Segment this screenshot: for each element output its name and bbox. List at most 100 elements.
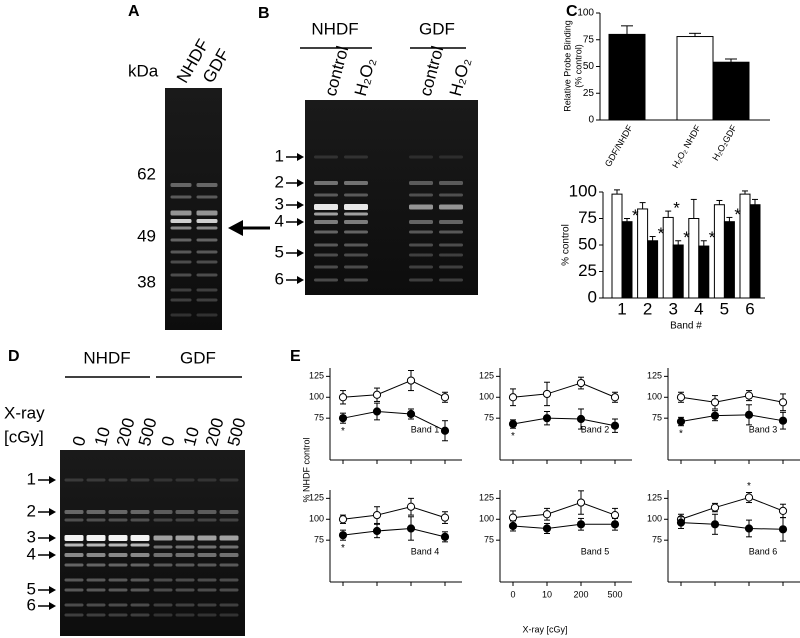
gel-band (314, 181, 338, 185)
gel-band (439, 278, 463, 282)
gel-band (196, 195, 218, 199)
bar (621, 221, 633, 299)
x-tick-label: 3 (668, 299, 677, 318)
gel-band (108, 588, 128, 592)
band-arrow-head (297, 201, 304, 209)
line (342, 379, 446, 398)
bar (637, 208, 649, 299)
significance-mark: * (709, 228, 716, 247)
bar (672, 244, 684, 299)
point (440, 393, 450, 402)
gel-band (344, 193, 368, 197)
band-label: 4 (27, 544, 36, 563)
gel-band (344, 243, 368, 247)
gel-band (86, 510, 106, 514)
gel-band (108, 553, 128, 557)
gel-band (314, 253, 338, 257)
marker-label: 49 (137, 226, 156, 245)
gel-band (197, 613, 217, 617)
y-tick-label: 50 (578, 234, 597, 253)
x-tick-label: 10 (542, 589, 552, 599)
point (508, 521, 518, 531)
gel-band (439, 265, 463, 269)
point (576, 378, 586, 388)
gel-band (175, 535, 195, 541)
lane-label: control (321, 44, 353, 98)
y-tick-label: 100 (569, 181, 597, 200)
gel-band (86, 535, 106, 541)
significance-mark: * (673, 199, 680, 218)
gel-band (219, 478, 239, 482)
gel-band (130, 543, 150, 547)
band-arrow-head (49, 508, 56, 516)
gel-band (175, 563, 195, 567)
gel-band (409, 230, 433, 234)
point (744, 493, 754, 502)
bar (608, 33, 646, 121)
gel-band (64, 563, 84, 567)
panel-label: D (8, 348, 20, 365)
gel-band (196, 210, 218, 216)
gel-band (197, 545, 217, 549)
lane-label: H₂O₂ (351, 56, 379, 98)
bar (712, 61, 750, 121)
gel-band (175, 588, 195, 592)
point (406, 524, 416, 533)
gel-band (170, 250, 192, 254)
bar (713, 204, 725, 299)
y-tick-label: 100 (309, 392, 324, 402)
y-axis-label: % NHDF control (301, 437, 311, 502)
y-tick-label: 75 (314, 535, 324, 545)
gel-band (219, 563, 239, 567)
gel (60, 450, 245, 636)
gel-band (197, 603, 217, 607)
band-label: 3 (275, 194, 284, 213)
y-tick-label: 0 (588, 287, 597, 306)
gel-band (64, 543, 84, 547)
point (372, 407, 382, 416)
unit-label: kDa (128, 61, 159, 80)
y-tick-label: 25 (578, 261, 597, 280)
gel-band (439, 204, 463, 210)
point (440, 532, 450, 541)
gel-band (219, 588, 239, 592)
y-tick-label: 125 (479, 493, 494, 503)
gel-band (314, 243, 338, 247)
gel-band (153, 478, 173, 482)
band-label: 3 (27, 527, 36, 546)
gel-band (170, 298, 192, 302)
x-tick-label: H₂O₂GDF (710, 123, 739, 163)
point (440, 426, 450, 435)
significance-mark: * (734, 205, 741, 224)
gel-band (314, 220, 338, 224)
gel-band (64, 518, 84, 522)
point (676, 518, 686, 527)
point (710, 520, 720, 529)
bar (698, 245, 710, 299)
gel-band (439, 230, 463, 234)
gel-band (344, 253, 368, 257)
line (680, 496, 784, 520)
x-tick-label: 2 (643, 299, 652, 318)
gel-band (409, 278, 433, 282)
point (338, 414, 348, 423)
gel-band (108, 563, 128, 567)
gel-band (153, 578, 173, 582)
panel-label: B (258, 5, 270, 22)
y-tick-label: 100 (647, 392, 662, 402)
x-tick-label: 4 (694, 299, 703, 318)
point (710, 411, 720, 420)
point (338, 531, 348, 540)
gel (165, 88, 222, 330)
y-tick-label: 125 (647, 493, 662, 503)
point (610, 421, 620, 430)
gel-band (314, 278, 338, 282)
point (778, 506, 788, 516)
gel-band (86, 588, 106, 592)
band-label: 2 (27, 501, 36, 520)
x-tick-label: GDF/NHDF (603, 123, 635, 169)
gel-band (130, 518, 150, 522)
chart-title: Band 5 (581, 546, 610, 556)
point (744, 524, 754, 533)
x-tick-label: 6 (745, 299, 754, 318)
